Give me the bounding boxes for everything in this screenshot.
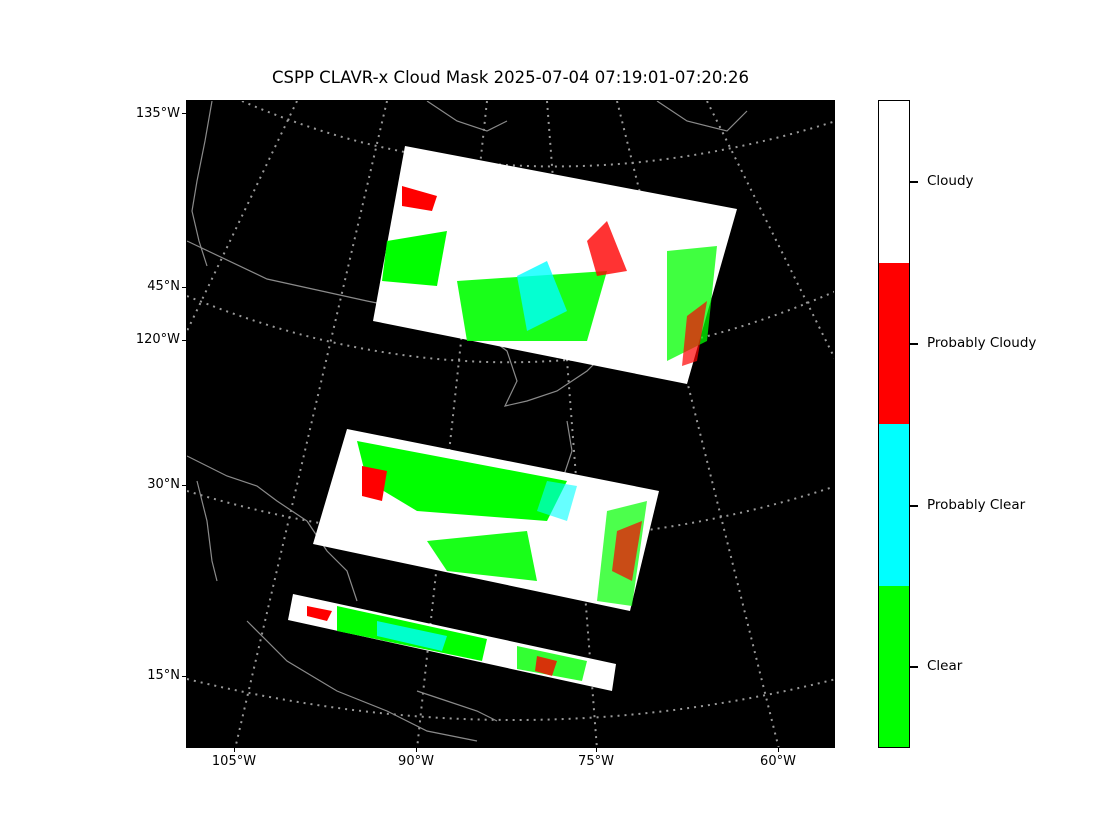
lat-line-60n: [241, 101, 834, 168]
colorbar-probably-clear: [879, 424, 909, 586]
tick-120w: [182, 340, 186, 341]
prob-cloudy-patch-3: [682, 301, 707, 366]
colorbar-label-clear: Clear: [927, 658, 963, 674]
tick-45n: [182, 287, 186, 288]
swath-middle: [313, 429, 659, 611]
prob-cloudy-patch-5: [612, 521, 642, 581]
prob-cloudy-patch-7: [535, 656, 557, 676]
tick-15n: [182, 676, 186, 677]
lat-label-120w: 120°W: [135, 332, 180, 347]
colorbar-label-probably-cloudy: Probably Cloudy: [927, 335, 1037, 351]
coastline-yucatan: [416, 690, 498, 722]
swath-north: [373, 146, 737, 384]
lon-label-90w: 90°W: [398, 754, 434, 769]
lat-label-45n: 45°N: [147, 279, 180, 294]
coastline-west: [191, 101, 213, 267]
tick-105w: [234, 748, 235, 752]
lon-label-60w: 60°W: [760, 754, 796, 769]
swath-north-cloudy: [373, 146, 737, 384]
colorbar-probably-cloudy: [879, 262, 909, 424]
prob-clear-patch-2: [537, 481, 577, 521]
prob-cloudy-patch-2: [587, 221, 627, 276]
prob-cloudy-patch-4: [362, 466, 387, 501]
colorbar-label-cloudy: Cloudy: [927, 173, 974, 189]
clear-patch-4: [357, 441, 567, 521]
lon-line-120w: [187, 101, 298, 332]
lat-label-135w: 135°W: [135, 106, 180, 121]
lat-label-30n: 30°N: [147, 477, 180, 492]
colorbar-cloudy: [879, 101, 909, 263]
prob-clear-patch-3: [377, 621, 447, 651]
coastline-north: [426, 101, 508, 132]
cloud-mask-map[interactable]: [186, 100, 835, 748]
clear-patch-3: [667, 246, 717, 361]
colorbar-clear: [879, 585, 909, 747]
coastline-east: [486, 335, 608, 407]
graticule: [187, 101, 834, 747]
colorbar-tick-cloudy: [910, 181, 918, 183]
tick-90w: [416, 748, 417, 752]
tick-30n: [182, 485, 186, 486]
us-mexico-border: [187, 455, 308, 522]
colorbar-tick-clear: [910, 666, 918, 668]
colorbar: [878, 100, 910, 748]
prob-cloudy-patch-1: [402, 186, 437, 211]
coastline-baja: [196, 480, 218, 582]
map-title: CSPP CLAVR-x Cloud Mask 2025-07-04 07:19…: [272, 68, 749, 87]
colorbar-tick-probably-cloudy: [910, 343, 918, 345]
coastline-greenland: [656, 101, 748, 132]
lat-line-15n: [187, 678, 834, 721]
swath-south: [288, 594, 616, 691]
prob-cloudy-patch-6: [307, 606, 332, 621]
lat-label-15n: 15°N: [147, 668, 180, 683]
tick-60w: [778, 748, 779, 752]
tick-135w: [182, 113, 186, 114]
prob-clear-patch-1: [517, 261, 567, 331]
tick-75w: [596, 748, 597, 752]
map-canvas: [187, 101, 834, 747]
clear-patch-5: [427, 531, 537, 581]
colorbar-tick-probably-clear: [910, 505, 918, 507]
lon-line-105w: [234, 101, 388, 747]
clear-patch-1: [382, 231, 447, 286]
colorbar-label-probably-clear: Probably Clear: [927, 497, 1026, 513]
coastline-mexico: [246, 620, 478, 742]
lon-label-75w: 75°W: [578, 754, 614, 769]
lon-label-105w: 105°W: [211, 754, 257, 769]
lat-line-45n: [187, 290, 834, 364]
